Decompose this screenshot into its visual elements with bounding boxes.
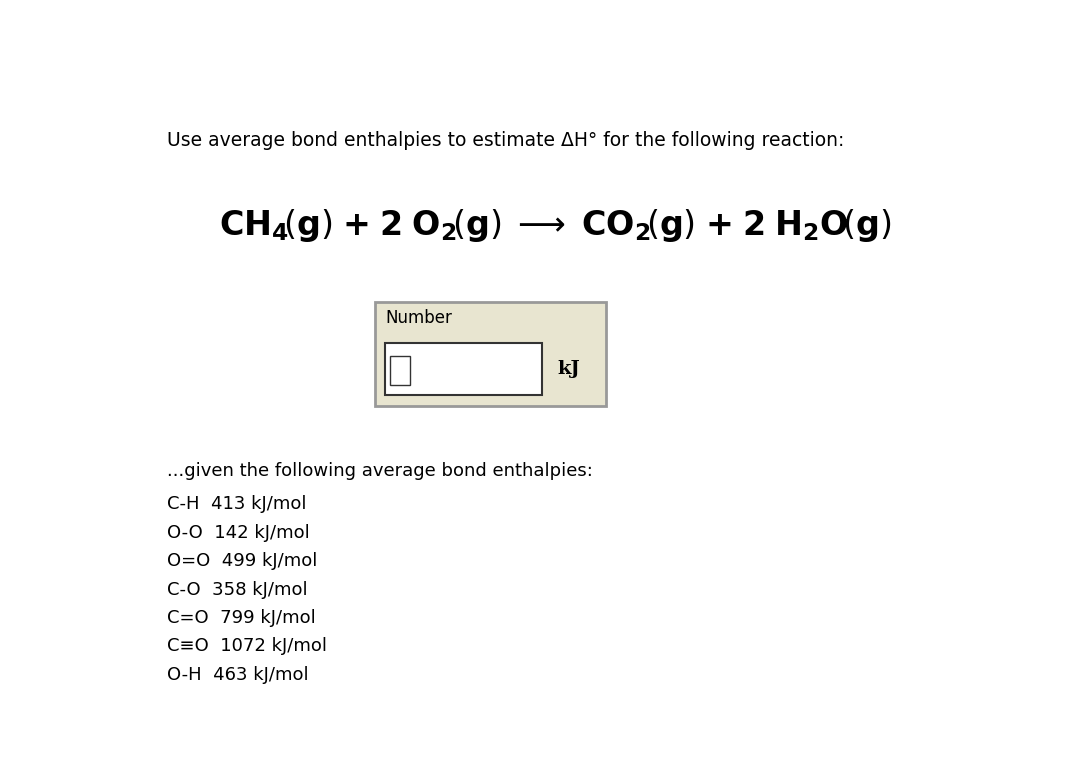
Text: O-O  142 kJ/mol: O-O 142 kJ/mol: [167, 524, 310, 542]
Text: C-H  413 kJ/mol: C-H 413 kJ/mol: [167, 495, 307, 514]
Text: ...given the following average bond enthalpies:: ...given the following average bond enth…: [167, 462, 593, 480]
Text: C=O  799 kJ/mol: C=O 799 kJ/mol: [167, 609, 317, 627]
Text: Number: Number: [385, 310, 452, 327]
Text: kJ: kJ: [557, 360, 580, 378]
Text: Use average bond enthalpies to estimate ΔH° for the following reaction:: Use average bond enthalpies to estimate …: [167, 131, 844, 150]
FancyBboxPatch shape: [385, 343, 542, 395]
Text: $\bf{CH_4\!\left(g\right)}$$\;\mathbf{+}\;$$\mathrm{\bf{2}}$$\;\bf{O_2\!\left(g\: $\bf{CH_4\!\left(g\right)}$$\;\mathbf{+}…: [219, 207, 892, 243]
Text: C≡O  1072 kJ/mol: C≡O 1072 kJ/mol: [167, 637, 327, 655]
FancyBboxPatch shape: [375, 302, 606, 406]
Text: C-O  358 kJ/mol: C-O 358 kJ/mol: [167, 581, 308, 598]
Text: O=O  499 kJ/mol: O=O 499 kJ/mol: [167, 552, 318, 570]
Text: O-H  463 kJ/mol: O-H 463 kJ/mol: [167, 666, 309, 684]
FancyBboxPatch shape: [390, 356, 410, 385]
